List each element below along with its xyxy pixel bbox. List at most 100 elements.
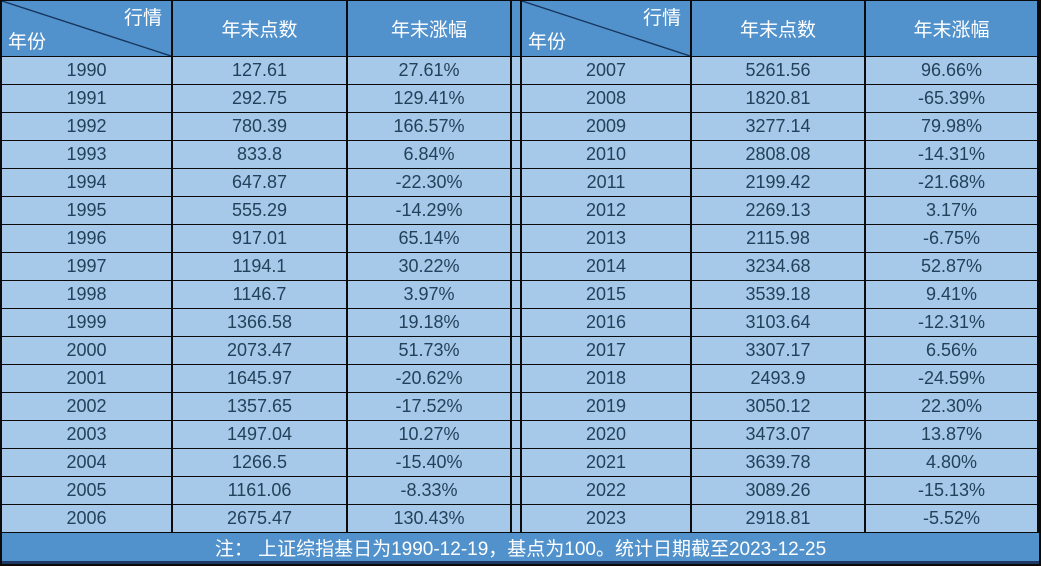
points-cell: 3234.68: [692, 253, 866, 281]
change-cell: 52.87%: [866, 253, 1039, 281]
divider-cell: [512, 449, 522, 477]
change-cell: -6.75%: [866, 225, 1039, 253]
change-cell: 10.27%: [348, 421, 512, 449]
year-cell: 2003: [2, 421, 173, 449]
divider-cell: [512, 169, 522, 197]
footnote-bar: 注： 上证综指基日为1990-12-19，基点为100。统计日期截至2023-1…: [2, 533, 1039, 564]
year-cell: 2001: [2, 365, 173, 393]
divider-cell: [512, 85, 522, 113]
points-cell: 3473.07: [692, 421, 866, 449]
change-cell: 9.41%: [866, 281, 1039, 309]
change-cell: 51.73%: [348, 337, 512, 365]
change-cell: -8.33%: [348, 477, 512, 505]
points-cell: 2199.42: [692, 169, 866, 197]
points-cell: 127.61: [173, 57, 348, 85]
divider-cell: [512, 57, 522, 85]
divider-cell: [512, 197, 522, 225]
year-cell: 2006: [2, 505, 173, 533]
change-cell: -5.52%: [866, 505, 1039, 533]
points-cell: 3089.26: [692, 477, 866, 505]
year-cell: 2004: [2, 449, 173, 477]
points-cell: 5261.56: [692, 57, 866, 85]
change-cell: 3.97%: [348, 281, 512, 309]
points-cell: 292.75: [173, 85, 348, 113]
change-cell: -21.68%: [866, 169, 1039, 197]
change-cell: -14.31%: [866, 141, 1039, 169]
year-cell: 2021: [522, 449, 692, 477]
divider-cell: [512, 505, 522, 533]
points-cell: 917.01: [173, 225, 348, 253]
corner-cell-left: 行情 年份: [2, 1, 173, 57]
change-cell: -12.31%: [866, 309, 1039, 337]
points-cell: 2918.81: [692, 505, 866, 533]
divider-cell: [512, 421, 522, 449]
divider-cell: [512, 393, 522, 421]
divider-cell: [512, 365, 522, 393]
change-cell: -24.59%: [866, 365, 1039, 393]
change-cell: 6.56%: [866, 337, 1039, 365]
divider-cell: [512, 253, 522, 281]
change-cell: 22.30%: [866, 393, 1039, 421]
year-cell: 1994: [2, 169, 173, 197]
points-cell: 1146.7: [173, 281, 348, 309]
year-cell: 2023: [522, 505, 692, 533]
change-cell: 3.17%: [866, 197, 1039, 225]
year-cell: 1995: [2, 197, 173, 225]
divider-cell: [512, 309, 522, 337]
points-cell: 1366.58: [173, 309, 348, 337]
change-cell: 27.61%: [348, 57, 512, 85]
divider-cell: [512, 225, 522, 253]
points-cell: 2675.47: [173, 505, 348, 533]
year-cell: 1999: [2, 309, 173, 337]
points-cell: 2808.08: [692, 141, 866, 169]
year-cell: 1991: [2, 85, 173, 113]
points-cell: 3103.64: [692, 309, 866, 337]
corner-label-market: 行情: [642, 8, 681, 29]
year-cell: 2000: [2, 337, 173, 365]
points-cell: 3277.14: [692, 113, 866, 141]
change-cell: -20.62%: [348, 365, 512, 393]
corner-label-year: 年份: [528, 32, 567, 53]
points-cell: 780.39: [173, 113, 348, 141]
points-cell: 1645.97: [173, 365, 348, 393]
points-cell: 2115.98: [692, 225, 866, 253]
change-cell: 30.22%: [348, 253, 512, 281]
points-cell: 1820.81: [692, 85, 866, 113]
points-cell: 1357.65: [173, 393, 348, 421]
year-cell: 2014: [522, 253, 692, 281]
points-cell: 3539.18: [692, 281, 866, 309]
divider-cell: [512, 337, 522, 365]
points-cell: 1161.06: [173, 477, 348, 505]
year-cell: 2011: [522, 169, 692, 197]
points-cell: 647.87: [173, 169, 348, 197]
points-cell: 1194.1: [173, 253, 348, 281]
divider-header-cell: [512, 1, 522, 57]
change-cell: 129.41%: [348, 85, 512, 113]
year-cell: 2012: [522, 197, 692, 225]
points-cell: 1266.5: [173, 449, 348, 477]
header-change-right: 年末涨幅: [866, 1, 1039, 57]
year-cell: 2005: [2, 477, 173, 505]
divider-cell: [512, 281, 522, 309]
diagonal-line: [522, 1, 690, 56]
year-cell: 2008: [522, 85, 692, 113]
points-cell: 2269.13: [692, 197, 866, 225]
year-cell: 2010: [522, 141, 692, 169]
year-cell: 2019: [522, 393, 692, 421]
header-points-right: 年末点数: [692, 1, 866, 57]
corner-label-year: 年份: [8, 32, 47, 53]
diagonal-line: [2, 1, 171, 56]
change-cell: 79.98%: [866, 113, 1039, 141]
change-cell: 65.14%: [348, 225, 512, 253]
change-cell: 19.18%: [348, 309, 512, 337]
change-cell: -15.40%: [348, 449, 512, 477]
year-cell: 2015: [522, 281, 692, 309]
year-cell: 2018: [522, 365, 692, 393]
year-cell: 2009: [522, 113, 692, 141]
change-cell: 6.84%: [348, 141, 512, 169]
corner-cell-right: 行情 年份: [522, 1, 692, 57]
year-cell: 1996: [2, 225, 173, 253]
year-cell: 2020: [522, 421, 692, 449]
year-cell: 1993: [2, 141, 173, 169]
